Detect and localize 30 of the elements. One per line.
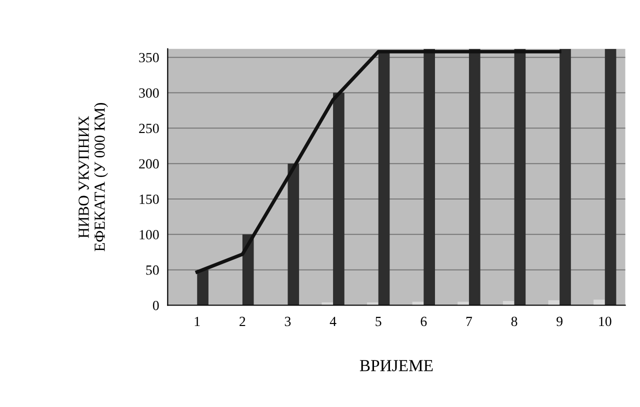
- bar: [288, 164, 300, 306]
- y-tick-label: 100: [140, 230, 159, 240]
- x-tick-label: 5: [376, 316, 382, 326]
- x-axis-title: ВРИЈЕМЕ: [360, 360, 433, 372]
- bar: [197, 270, 208, 306]
- bar: [604, 48, 616, 306]
- bar: [242, 234, 254, 306]
- x-tick-label: 10: [599, 316, 612, 326]
- y-tick-label: 50: [146, 265, 159, 275]
- x-tick-label: 2: [240, 316, 246, 326]
- x-tick-label: 9: [556, 316, 562, 326]
- x-tick-label: 6: [420, 316, 427, 326]
- x-tick-label: 3: [284, 316, 291, 326]
- x-tick-label: 4: [330, 316, 336, 326]
- bar: [560, 48, 571, 306]
- bar: [333, 92, 344, 306]
- line-series: [195, 50, 562, 274]
- bar: [514, 48, 526, 306]
- y-tick-label: 150: [140, 194, 159, 204]
- y-tick-label: 0: [152, 300, 159, 310]
- bar: [468, 48, 480, 306]
- y-tick-label: 350: [139, 52, 159, 62]
- bar: [424, 48, 435, 306]
- x-tick-label: 8: [511, 316, 518, 326]
- x-tick-label: 1: [194, 316, 200, 326]
- y-tick-label: 250: [139, 124, 159, 134]
- y-tick-label: 200: [139, 159, 159, 169]
- y-tick-label: 300: [139, 88, 159, 98]
- x-tick-label: 7: [466, 316, 472, 326]
- y-axis-title: НИВО УКУПНИХ ЕФЕКАТА (У 000 КМ): [78, 103, 108, 252]
